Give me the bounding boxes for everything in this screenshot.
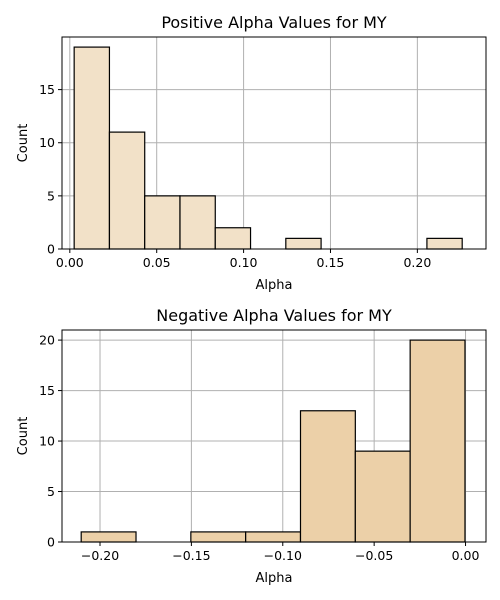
- positive-chart-title: Positive Alpha Values for MY: [161, 13, 387, 32]
- positive-histogram-bar-6: [285, 237, 322, 250]
- negative-histogram-bar-6: [409, 339, 466, 543]
- positive-x-tick-label-3: 0.15: [317, 255, 345, 270]
- negative-chart-axes-frame: [61, 329, 487, 543]
- negative-histogram-bar-2: [190, 531, 247, 543]
- negative-x-tick-label-0: −0.20: [81, 548, 119, 563]
- positive-y-tick-label-0: 0: [47, 242, 55, 257]
- positive-histogram-bar-0: [73, 46, 111, 250]
- negative-y-tick-label-2: 10: [39, 434, 55, 449]
- positive-histogram-bar-10: [426, 237, 463, 250]
- negative-histogram-bar-4: [299, 410, 356, 543]
- negative-x-tick-label-3: −0.05: [355, 548, 393, 563]
- positive-x-tick-label-1: 0.05: [143, 255, 171, 270]
- positive-alpha-chart: 0.00 0.05 0.10 0.15 0.20 0 5 10 15 Positive Alph…: [16, 13, 487, 293]
- negative-histogram-bar-5: [354, 450, 411, 543]
- positive-x-tick-label-4: 0.20: [403, 255, 431, 270]
- negative-histogram-bar-0: [80, 531, 137, 543]
- negative-chart-title: Negative Alpha Values for MY: [156, 306, 392, 325]
- positive-x-tick-label-2: 0.10: [230, 255, 258, 270]
- positive-chart-y-axis-label: Count: [16, 124, 31, 163]
- negative-x-tick-label-1: −0.15: [172, 548, 210, 563]
- negative-alpha-chart: −0.20 −0.15 −0.10 −0.05 0.00 0 5 10 15 20 Negativ…: [16, 306, 487, 586]
- positive-chart-bars: [73, 46, 463, 250]
- negative-chart-ticks: −0.20 −0.15 −0.10 −0.05 0.00 0 5 10 15 20: [39, 333, 479, 563]
- negative-y-tick-label-1: 5: [47, 484, 55, 499]
- negative-chart-y-axis-label: Count: [16, 417, 31, 456]
- positive-y-tick-label-2: 10: [39, 135, 55, 150]
- negative-y-tick-label-3: 15: [39, 383, 55, 398]
- negative-x-tick-label-2: −0.10: [264, 548, 302, 563]
- positive-chart-x-axis-label: Alpha: [256, 278, 293, 293]
- negative-chart-bars: [80, 339, 466, 543]
- negative-histogram-bar-3: [245, 531, 302, 543]
- positive-x-tick-label-0: 0.00: [56, 255, 84, 270]
- negative-y-tick-label-4: 20: [39, 333, 55, 348]
- positive-histogram-bar-2: [144, 195, 181, 250]
- positive-histogram-bar-1: [108, 131, 146, 250]
- negative-y-tick-label-0: 0: [47, 535, 55, 550]
- negative-chart-x-axis-label: Alpha: [256, 571, 293, 586]
- positive-histogram-bar-4: [214, 227, 252, 250]
- positive-y-tick-label-3: 15: [39, 82, 55, 97]
- negative-x-tick-label-4: 0.00: [452, 548, 480, 563]
- positive-chart-ticks: 0.00 0.05 0.10 0.15 0.20 0 5 10 15: [39, 82, 431, 270]
- positive-histogram-bar-3: [179, 195, 216, 250]
- positive-y-tick-label-1: 5: [47, 188, 55, 203]
